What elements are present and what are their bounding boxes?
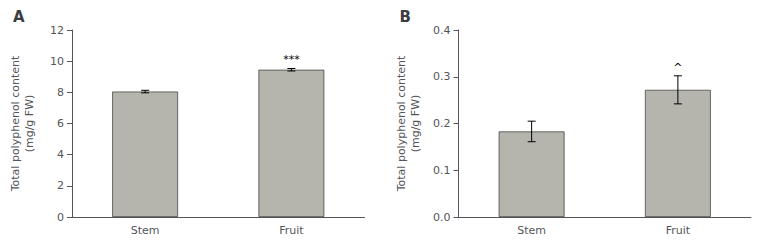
svg-text:^: ^ xyxy=(673,61,682,74)
svg-text:0.3: 0.3 xyxy=(433,70,451,83)
svg-text:(mg/g FW): (mg/g FW) xyxy=(409,95,422,153)
svg-text:***: *** xyxy=(283,53,300,66)
svg-text:12: 12 xyxy=(50,24,64,37)
svg-text:B: B xyxy=(400,8,411,26)
svg-text:10: 10 xyxy=(50,55,64,68)
svg-text:Fruit: Fruit xyxy=(666,224,691,237)
svg-text:(mg/g FW): (mg/g FW) xyxy=(23,95,36,153)
svg-text:0: 0 xyxy=(57,211,64,224)
svg-text:Fruit: Fruit xyxy=(279,224,304,237)
svg-text:4: 4 xyxy=(57,148,64,161)
svg-text:2: 2 xyxy=(57,179,64,192)
svg-text:A: A xyxy=(13,8,25,26)
svg-text:Stem: Stem xyxy=(517,224,546,237)
svg-text:6: 6 xyxy=(57,117,64,130)
svg-text:0.1: 0.1 xyxy=(433,164,451,177)
svg-text:0.0: 0.0 xyxy=(433,211,451,224)
svg-text:Stem: Stem xyxy=(131,224,160,237)
svg-text:8: 8 xyxy=(57,86,64,99)
svg-text:0.4: 0.4 xyxy=(433,24,451,37)
svg-text:Total polyphenol content: Total polyphenol content xyxy=(9,55,22,192)
svg-text:0.2: 0.2 xyxy=(433,117,451,130)
svg-text:Total polyphenol content: Total polyphenol content xyxy=(395,55,408,192)
